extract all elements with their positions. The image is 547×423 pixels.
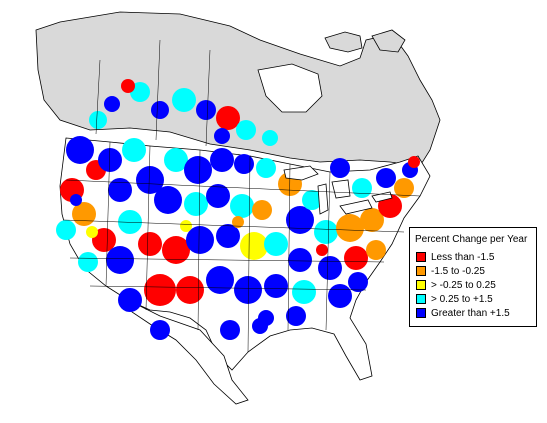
trend-blob [348, 272, 368, 292]
trend-blob [302, 190, 322, 210]
legend-label: > 0.25 to +1.5 [431, 293, 493, 305]
trend-blob [286, 206, 314, 234]
trend-blob [234, 276, 262, 304]
legend-label: -1.5 to -0.25 [431, 265, 485, 277]
trend-blob [330, 158, 350, 178]
trend-blob [352, 178, 372, 198]
trend-blob [318, 256, 342, 280]
legend-item-greater-than-1-5: Greater than +1.5 [416, 307, 510, 319]
trend-blob [286, 306, 306, 326]
legend-swatch [416, 308, 426, 318]
hudson-bay [257, 63, 323, 113]
trend-blob [328, 284, 352, 308]
trend-blob [210, 148, 234, 172]
trend-blob [164, 148, 188, 172]
trend-blob [150, 320, 170, 340]
trend-blob [292, 280, 316, 304]
trend-blob [216, 106, 240, 130]
trend-blob [122, 138, 146, 162]
trend-blob [394, 178, 414, 198]
trend-blob [376, 168, 396, 188]
trend-blob [256, 158, 276, 178]
trend-blob [180, 220, 192, 232]
trend-blob [314, 220, 338, 244]
trend-blob [252, 200, 272, 220]
trend-blob [206, 184, 230, 208]
trend-blob [220, 320, 240, 340]
trend-blob [104, 96, 120, 112]
trend-blob [264, 274, 288, 298]
state-boundaries [63, 39, 421, 353]
legend-label: > -0.25 to 0.25 [431, 279, 496, 291]
trend-blob [56, 220, 76, 240]
trend-blob [184, 156, 212, 184]
trend-data-layer [56, 79, 420, 340]
legend-item-neg-0-25-to-0-25: > -0.25 to 0.25 [416, 279, 496, 291]
trend-blob [230, 194, 254, 218]
trend-blob [232, 216, 244, 228]
legend-swatch [416, 266, 426, 276]
canada-region [35, 11, 441, 167]
trend-blob [86, 226, 98, 238]
trend-blob [234, 154, 254, 174]
trend-blob [72, 202, 96, 226]
trend-blob [151, 101, 169, 119]
trend-blob [252, 318, 268, 334]
trend-blob [236, 120, 256, 140]
trend-blob [366, 240, 386, 260]
trend-blob [154, 186, 182, 214]
legend-item-0-25-to-1-5: > 0.25 to +1.5 [416, 293, 493, 305]
trend-blob [186, 226, 214, 254]
trend-blob [360, 208, 384, 232]
legend-item-neg-1-5-to-neg-0-25: -1.5 to -0.25 [416, 265, 485, 277]
trend-blob [108, 178, 132, 202]
trend-blob [216, 224, 240, 248]
trend-blob [344, 246, 368, 270]
trend-blob [214, 128, 230, 144]
trend-blob [118, 288, 142, 312]
trend-blob [176, 276, 204, 304]
trend-blob [162, 236, 190, 264]
trend-blob [118, 210, 142, 234]
trend-blob [138, 232, 162, 256]
trend-blob [262, 130, 278, 146]
trend-blob [172, 88, 196, 112]
trend-blob [121, 79, 135, 93]
trend-blob [89, 111, 107, 129]
trend-blob [264, 232, 288, 256]
trend-blob [130, 82, 150, 102]
trend-blob [144, 274, 176, 306]
legend-swatch [416, 252, 426, 262]
trend-blob [206, 266, 234, 294]
legend-title: Percent Change per Year [415, 234, 528, 245]
trend-blob [316, 244, 328, 256]
legend-swatch [416, 294, 426, 304]
legend-label: Greater than +1.5 [431, 307, 510, 319]
trend-blob [408, 156, 420, 168]
trend-blob [136, 166, 164, 194]
legend-label: Less than -1.5 [431, 251, 495, 263]
trend-blob [70, 194, 82, 206]
trend-blob [92, 228, 116, 252]
legend-item-less-than-neg-1-5: Less than -1.5 [416, 251, 494, 263]
legend: Percent Change per Year Less than -1.5 -… [409, 227, 537, 327]
trend-blob [184, 192, 208, 216]
arctic-islands-outline [324, 29, 406, 53]
trend-blob [98, 148, 122, 172]
trend-blob [196, 100, 216, 120]
trend-blob [288, 248, 312, 272]
trend-blob [106, 246, 134, 274]
legend-swatch [416, 280, 426, 290]
trend-blob [240, 232, 268, 260]
trend-blob [66, 136, 94, 164]
trend-blob [78, 252, 98, 272]
trend-blob [336, 214, 364, 242]
